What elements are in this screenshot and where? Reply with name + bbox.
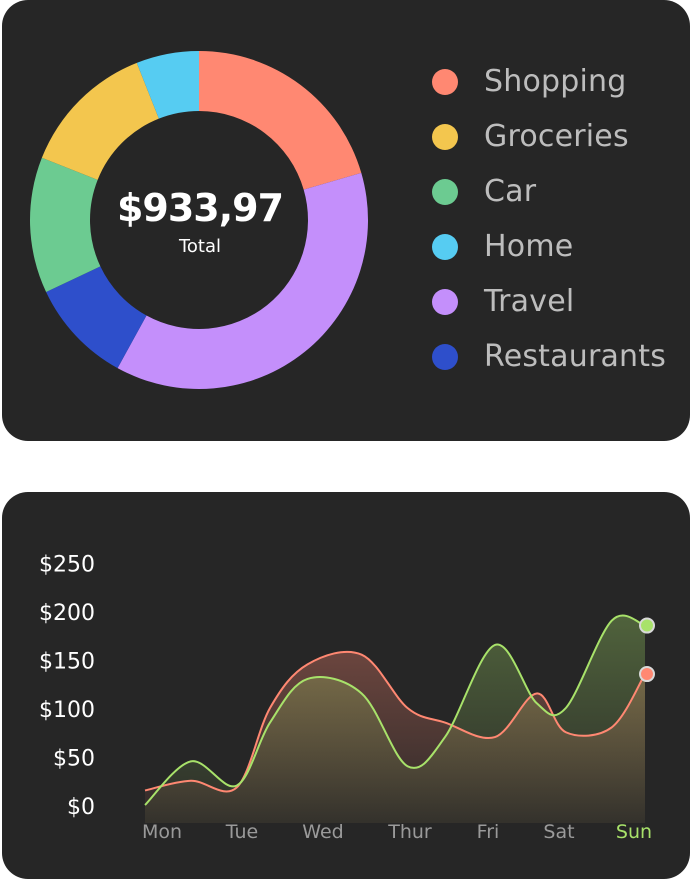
legend-swatch: [432, 288, 458, 315]
legend-swatch: [432, 68, 458, 95]
legend-item-shopping: Shopping: [432, 54, 666, 109]
legend-item-travel: Travel: [432, 274, 666, 329]
legend: Shopping Groceries Car Home Travel Restaurant…: [432, 54, 666, 384]
x-tick-label: Mon: [142, 821, 182, 843]
legend-swatch: [432, 123, 458, 150]
slice-travel: [117, 172, 369, 389]
legend-swatch: [432, 343, 458, 370]
y-tick-label: $200: [39, 601, 95, 626]
slice-restaurants: [46, 266, 147, 369]
x-tick-label: Thur: [387, 821, 432, 843]
series-area: [145, 615, 645, 823]
y-tick-label: $150: [39, 650, 95, 675]
legend-label: Shopping: [484, 64, 627, 99]
series-line: [144, 614, 646, 806]
area-chart: $250 $200 $150 $100 $50 $0 Mon Tue Wed Thur Fri Sat…: [39, 553, 655, 843]
legend-label: Home: [484, 229, 574, 264]
legend-label: Restaurants: [484, 339, 667, 374]
series-end-point[interactable]: [639, 617, 655, 634]
total-label: Total: [178, 236, 222, 257]
y-tick-label: $250: [39, 553, 95, 578]
legend-label: Groceries: [484, 119, 629, 154]
y-tick-label: $0: [67, 795, 95, 820]
slice-groceries: [41, 62, 159, 180]
x-tick-label: Wed: [302, 821, 343, 843]
legend-item-restaurants: Restaurants: [432, 329, 666, 384]
x-tick-label: Tue: [225, 821, 258, 843]
series-line: [144, 650, 646, 793]
spending-donut-card: $933,97 Total Shopping Groceries Car Home Tr…: [2, 0, 690, 441]
x-tick-label: Sun: [616, 821, 652, 843]
slice-shopping: [199, 51, 362, 190]
legend-item-home: Home: [432, 219, 666, 274]
legend-item-groceries: Groceries: [432, 109, 666, 164]
series-end-point[interactable]: [639, 666, 655, 683]
legend-item-car: Car: [432, 164, 666, 219]
total-amount: $933,97: [116, 186, 284, 230]
x-tick-label: Sat: [543, 821, 574, 843]
legend-label: Travel: [484, 284, 575, 319]
y-tick-label: $100: [39, 698, 95, 723]
x-tick-label: Fri: [477, 821, 500, 843]
donut-chart: [30, 51, 369, 389]
weekly-spending-card: $250 $200 $150 $100 $50 $0 Mon Tue Wed Thur Fri Sat…: [2, 492, 690, 879]
legend-swatch: [432, 178, 458, 205]
legend-swatch: [432, 233, 458, 260]
legend-label: Car: [484, 174, 537, 209]
y-tick-label: $50: [53, 747, 95, 772]
slice-home: [136, 51, 199, 119]
slice-car: [30, 157, 101, 292]
